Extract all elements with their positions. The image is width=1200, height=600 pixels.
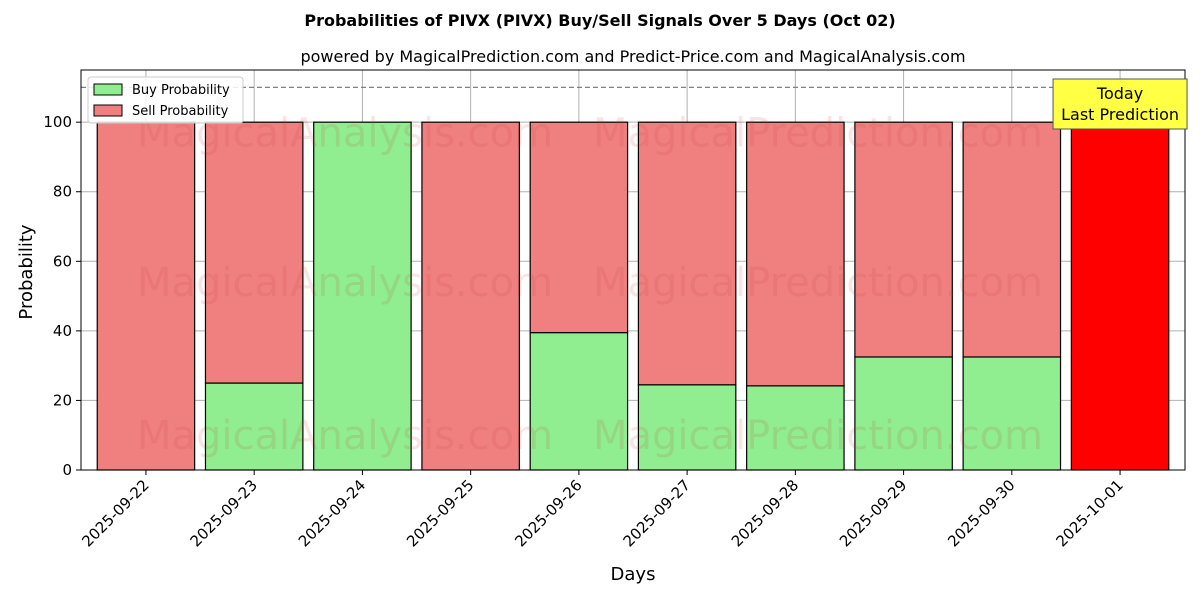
y-tick-label: 100 <box>43 113 72 131</box>
x-tick-label: 2025-09-23 <box>187 476 261 550</box>
watermark-text: MagicalPrediction.com <box>593 111 1043 157</box>
bar-sell-2025-09-28 <box>746 121 845 387</box>
x-tick-label: 2025-09-26 <box>511 476 585 550</box>
legend-entry: Buy Probability <box>132 83 230 98</box>
bar-buy-2025-09-30 <box>962 356 1062 471</box>
watermark-text: MagicalAnalysis.com <box>137 260 553 306</box>
annotation-box <box>1052 78 1188 130</box>
bar-sell-2025-09-27 <box>637 121 737 386</box>
bar-sell-2025-09-30 <box>962 121 1062 358</box>
bar-sell-2025-09-22 <box>96 121 196 471</box>
y-tick-label: 60 <box>53 252 72 270</box>
chart-subtitle: powered by MagicalPrediction.com and Pre… <box>300 47 965 66</box>
x-tick-label: 2025-10-01 <box>1053 476 1127 550</box>
today-annotation: Today Last Prediction <box>1052 78 1188 130</box>
y-tick-label: 0 <box>62 461 72 479</box>
bar-buy-2025-09-28 <box>746 385 845 471</box>
x-tick-label: 2025-09-28 <box>728 476 802 550</box>
watermark-text: MagicalPrediction.com <box>593 260 1043 306</box>
bar-sell-2025-09-25 <box>421 121 520 471</box>
watermark-text: MagicalAnalysis.com <box>137 413 553 459</box>
y-tick-label: 20 <box>53 391 72 409</box>
bar-buy-2025-09-26 <box>529 332 629 471</box>
bar-sell-2025-10-01 <box>1070 121 1170 471</box>
y-tick-label: 40 <box>53 322 72 340</box>
x-tick-label: 2025-09-22 <box>78 476 152 550</box>
x-axis: 2025-09-22 2025-09-23 2025-09-24 2025-09-25… <box>78 470 1127 550</box>
bar-sell-2025-09-29 <box>854 121 953 358</box>
y-tick-label: 80 <box>53 183 72 201</box>
annotation-text: Last Prediction <box>1061 105 1179 124</box>
x-tick-label: 2025-09-25 <box>403 476 477 550</box>
watermarks: MagicalAnalysis.com MagicalPrediction.com… <box>137 111 1043 460</box>
watermark-text: MagicalPrediction.com <box>593 413 1043 459</box>
x-tick-label: 2025-09-30 <box>944 476 1018 550</box>
bar-sell-2025-09-26 <box>529 121 629 334</box>
legend-swatch <box>93 104 123 117</box>
legend: Buy Probability Sell Probability <box>87 76 244 124</box>
y-axis-label: Probability <box>16 224 37 319</box>
legend-entry: Sell Probability <box>132 104 229 119</box>
x-axis-label: Days <box>611 564 656 585</box>
bar-sell-2025-09-23 <box>204 121 304 384</box>
annotation-text: Today <box>1096 84 1143 103</box>
legend-box <box>87 76 244 124</box>
bar-buy-2025-09-29 <box>854 356 953 471</box>
x-tick-label: 2025-09-24 <box>295 476 369 550</box>
x-tick-label: 2025-09-27 <box>620 476 694 550</box>
x-tick-label: 2025-09-29 <box>836 476 910 550</box>
legend-swatch <box>93 83 123 96</box>
chart-title: Probabilities of PIVX (PIVX) Buy/Sell Si… <box>304 11 895 30</box>
bars <box>96 121 1170 471</box>
y-axis: 0 20 40 60 80 100 <box>43 113 81 479</box>
bar-buy-2025-09-24 <box>313 121 412 471</box>
plot-frame <box>80 69 1186 471</box>
